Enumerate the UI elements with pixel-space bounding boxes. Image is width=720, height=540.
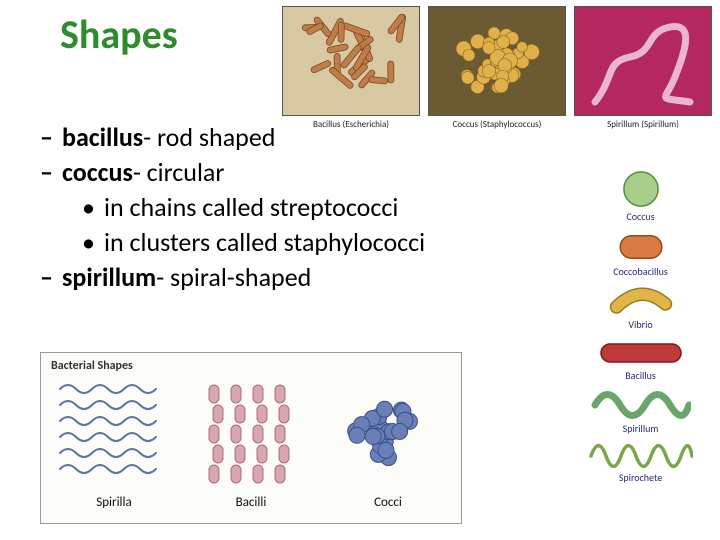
thumb-caption: Spirillum (Spirillum) bbox=[574, 119, 712, 130]
term-bacillus: bacillus bbox=[62, 121, 143, 153]
dash: – bbox=[40, 120, 62, 155]
thumb-image bbox=[574, 6, 712, 116]
desc-coccus: - circular bbox=[133, 156, 225, 188]
atlas-vibrio: Vibrio bbox=[583, 286, 698, 331]
sub-staphylo: in clusters called staphylococci bbox=[104, 225, 425, 260]
term-spirillum: spirillum bbox=[62, 261, 156, 293]
bullet: • bbox=[82, 190, 104, 225]
body-text: – bacillus- rod shaped – coccus- circula… bbox=[40, 120, 425, 295]
sub-strepto: in chains called streptococci bbox=[104, 190, 398, 225]
thumb-image bbox=[282, 6, 420, 116]
diagram-col-bacilli: Bacilli bbox=[186, 379, 316, 510]
atlas-label: Coccus bbox=[583, 210, 698, 223]
desc-spirillum: - spiral-shaped bbox=[156, 261, 311, 293]
diagram-col-label: Bacilli bbox=[186, 495, 316, 510]
atlas-label: Bacillus bbox=[583, 369, 698, 382]
bullet: • bbox=[82, 225, 104, 260]
thumb-spirillum: Spirillum (Spirillum) bbox=[574, 6, 712, 130]
line-coccus: coccus- circular bbox=[62, 155, 224, 190]
atlas-label: Coccobacillus bbox=[583, 265, 698, 278]
diagram-col-cocci: Cocci bbox=[323, 379, 453, 510]
atlas-label: Vibrio bbox=[583, 318, 698, 331]
thumb-cocci_cluster: Coccus (Staphylococcus) bbox=[428, 6, 566, 130]
slide-title: Shapes bbox=[60, 10, 178, 59]
thumb-caption: Coccus (Staphylococcus) bbox=[428, 119, 566, 130]
thumb-image bbox=[428, 6, 566, 116]
term-coccus: coccus bbox=[62, 156, 133, 188]
thumb-bacilli: Bacillus (Escherichia) bbox=[282, 6, 420, 130]
atlas-label: Spirillum bbox=[583, 422, 698, 435]
shapes-atlas-right: Coccus Coccobacillus Vibrio Bacillus Spi… bbox=[583, 170, 698, 492]
diagram-header: Bacterial Shapes bbox=[51, 359, 133, 373]
atlas-coccus: Coccus bbox=[583, 170, 698, 223]
line-bacillus: bacillus- rod shaped bbox=[62, 120, 275, 155]
dash: – bbox=[40, 260, 62, 295]
diagram-col-spirilla: Spirilla bbox=[49, 379, 179, 510]
line-spirillum: spirillum- spiral-shaped bbox=[62, 260, 311, 295]
bacterial-shapes-diagram: Bacterial Shapes Spirilla Bacilli Cocci bbox=[40, 352, 462, 524]
diagram-col-label: Cocci bbox=[323, 495, 453, 510]
desc-bacillus: - rod shaped bbox=[143, 121, 275, 153]
atlas-coccobacillus: Coccobacillus bbox=[583, 231, 698, 278]
atlas-spirillum_wave: Spirillum bbox=[583, 390, 698, 435]
top-thumbnails: Bacillus (Escherichia) Coccus (Staphyloc… bbox=[282, 6, 712, 130]
atlas-bacillus: Bacillus bbox=[583, 339, 698, 382]
dash: – bbox=[40, 155, 62, 190]
diagram-col-label: Spirilla bbox=[49, 495, 179, 510]
atlas-spirochete: Spirochete bbox=[583, 443, 698, 484]
atlas-label: Spirochete bbox=[583, 471, 698, 484]
